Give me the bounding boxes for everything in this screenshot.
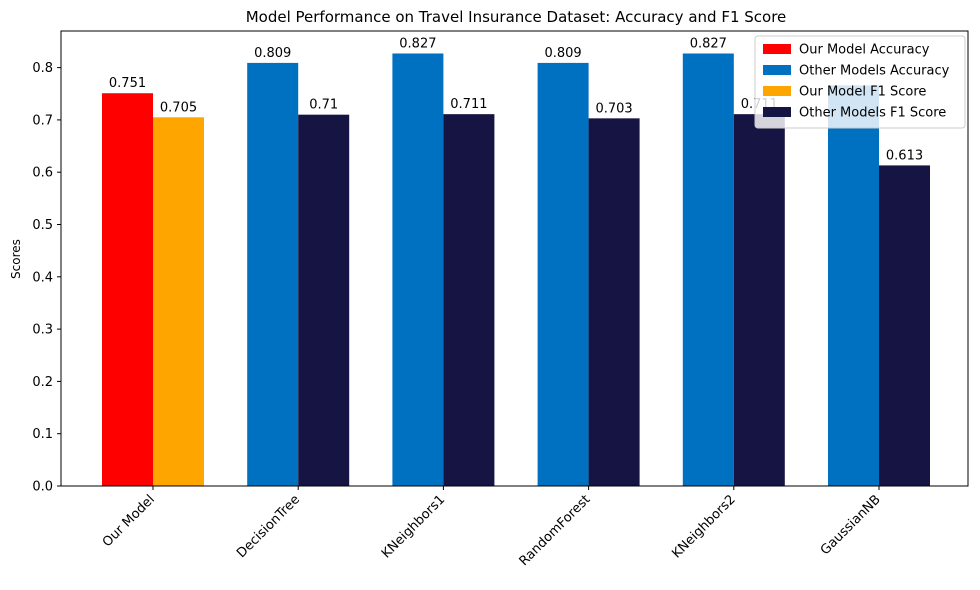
bar-f1-kneighbors2: [733, 114, 785, 486]
legend-swatch-other-models-f1-score: [763, 107, 791, 117]
y-tick-label: 0.4: [32, 270, 53, 285]
bar-f1-decisiontree: [298, 114, 350, 486]
legend: Our Model Accuracy Other Models Accuracy O…: [754, 35, 966, 129]
y-tick-label: 0.6: [32, 166, 53, 181]
data-label-f1-gaussiannb: 0.613: [886, 148, 923, 163]
data-label-accuracy-randomforest: 0.809: [544, 46, 581, 61]
y-tick-label: 0.5: [32, 218, 53, 233]
legend-swatch-other-models-accuracy: [763, 65, 791, 75]
x-tick-label-kneighbors1: KNeighbors1: [379, 492, 448, 561]
legend-box: [754, 35, 966, 129]
bar-labels-layer: 0.751 0.705 0.809 0.71 0.827 0.711 0.809 0.703 0…: [109, 36, 923, 163]
bar-accuracy-kneighbors1: [392, 53, 444, 487]
x-tick-label-our-model: Our Model: [100, 492, 158, 550]
y-tick-label: 0.2: [32, 375, 53, 390]
y-tick-label: 0.8: [32, 61, 53, 76]
bars-layer: [102, 53, 930, 487]
data-label-accuracy-kneighbors1: 0.827: [399, 36, 436, 51]
bar-f1-gaussiannb: [879, 165, 930, 486]
bar-f1-kneighbors1: [443, 114, 495, 486]
y-axis-label: Scores: [9, 239, 23, 279]
y-tick-label: 0.7: [32, 113, 53, 128]
legend-swatch-our-model-accuracy: [763, 44, 791, 54]
plot-frame: [60, 30, 969, 487]
y-tick-label: 0.1: [32, 427, 53, 442]
y-tick-label: 0.3: [32, 323, 53, 338]
x-tick-label-kneighbors2: KNeighbors2: [669, 492, 738, 561]
y-tick-label: 0.0: [32, 480, 53, 495]
legend-label-our-model-accuracy: Our Model Accuracy: [799, 43, 930, 58]
data-label-accuracy-kneighbors2: 0.827: [690, 36, 727, 51]
bar-accuracy-decisiontree: [247, 62, 299, 487]
bar-f1-randomforest: [588, 118, 640, 486]
chart-title: Model Performance on Travel Insurance Da…: [246, 8, 787, 26]
data-label-accuracy-decisiontree: 0.809: [254, 46, 291, 61]
legend-label-other-models-accuracy: Other Models Accuracy: [799, 64, 950, 79]
bar-f1-our-model: [153, 117, 204, 487]
bar-accuracy-kneighbors2: [682, 53, 734, 487]
legend-swatch-our-model-f1-score: [763, 86, 791, 96]
legend-label-other-models-f1-score: Other Models F1 Score: [799, 106, 946, 121]
data-label-f1-our-model: 0.705: [160, 100, 197, 115]
data-label-f1-randomforest: 0.703: [595, 101, 632, 116]
data-label-f1-decisiontree: 0.71: [309, 98, 338, 113]
bar-accuracy-our-model: [102, 93, 153, 487]
data-label-f1-kneighbors1: 0.711: [450, 97, 487, 112]
x-tick-label-decisiontree: DecisionTree: [234, 492, 303, 561]
x-tick-label-randomforest: RandomForest: [517, 492, 594, 569]
x-tick-label-gaussiannb: GaussianNB: [818, 492, 884, 558]
legend-label-our-model-f1-score: Our Model F1 Score: [799, 85, 926, 100]
bar-accuracy-gaussiannb: [828, 85, 879, 486]
data-label-accuracy-our-model: 0.751: [109, 76, 146, 91]
bar-accuracy-randomforest: [537, 62, 589, 487]
